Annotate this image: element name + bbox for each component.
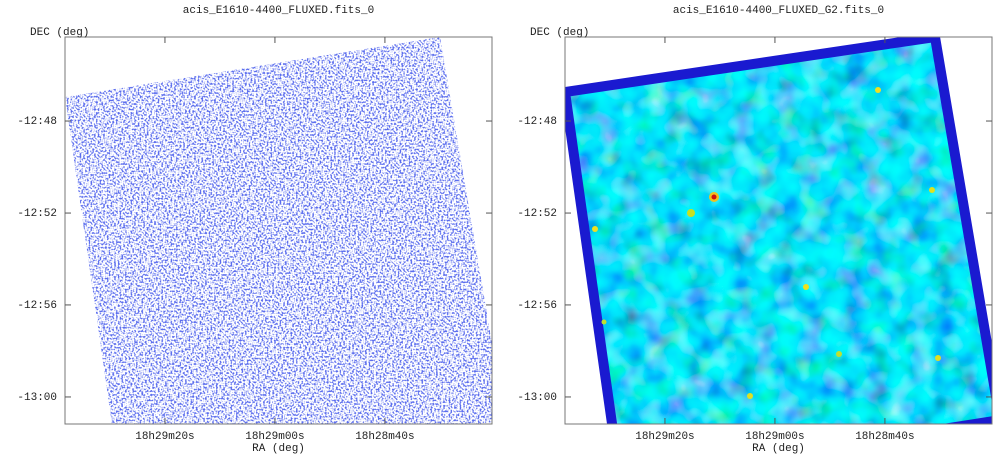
y-axis-label: DEC (deg): [30, 27, 89, 39]
x-tick-label: 18h28m40s: [855, 431, 914, 443]
x-tick-label: 18h29m00s: [745, 431, 804, 443]
panel-title: acis_E1610-4400_FLUXED.fits_0: [183, 5, 374, 17]
panel-title: acis_E1610-4400_FLUXED_G2.fits_0: [673, 5, 884, 17]
plot-frame: [64, 36, 493, 425]
y-tick-label: -12:48: [17, 116, 57, 128]
x-tick-label: 18h29m20s: [135, 431, 194, 443]
y-tick-label: -12:56: [17, 300, 57, 312]
y-tick-label: -12:56: [517, 300, 557, 312]
x-axis-label: RA (deg): [752, 443, 805, 455]
x-tick-label: 18h28m40s: [355, 431, 414, 443]
plot-frame: [564, 36, 993, 425]
y-tick-label: -13:00: [517, 392, 557, 404]
x-axis-label: RA (deg): [252, 443, 305, 455]
y-tick-label: -12:48: [517, 116, 557, 128]
y-tick-label: -12:52: [517, 208, 557, 220]
y-tick-label: -13:00: [17, 392, 57, 404]
image-right: [565, 37, 992, 424]
image-left: [65, 37, 492, 424]
x-tick-label: 18h29m00s: [245, 431, 304, 443]
x-tick-label: 18h29m20s: [635, 431, 694, 443]
y-axis-label: DEC (deg): [530, 27, 589, 39]
y-tick-label: -12:52: [17, 208, 57, 220]
